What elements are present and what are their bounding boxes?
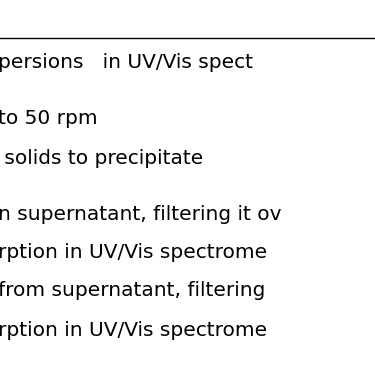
Text: from supernatant, filtering: from supernatant, filtering [0, 282, 266, 300]
Text: to 50 rpm: to 50 rpm [0, 108, 98, 128]
Text: rption in UV/Vis spectrome: rption in UV/Vis spectrome [0, 243, 267, 261]
Text: solids to precipitate: solids to precipitate [0, 148, 203, 168]
Text: persions   in UV/Vis spect: persions in UV/Vis spect [0, 53, 253, 72]
Text: rption in UV/Vis spectrome: rption in UV/Vis spectrome [0, 321, 267, 339]
Text: n supernatant, filtering it ov: n supernatant, filtering it ov [0, 206, 282, 225]
